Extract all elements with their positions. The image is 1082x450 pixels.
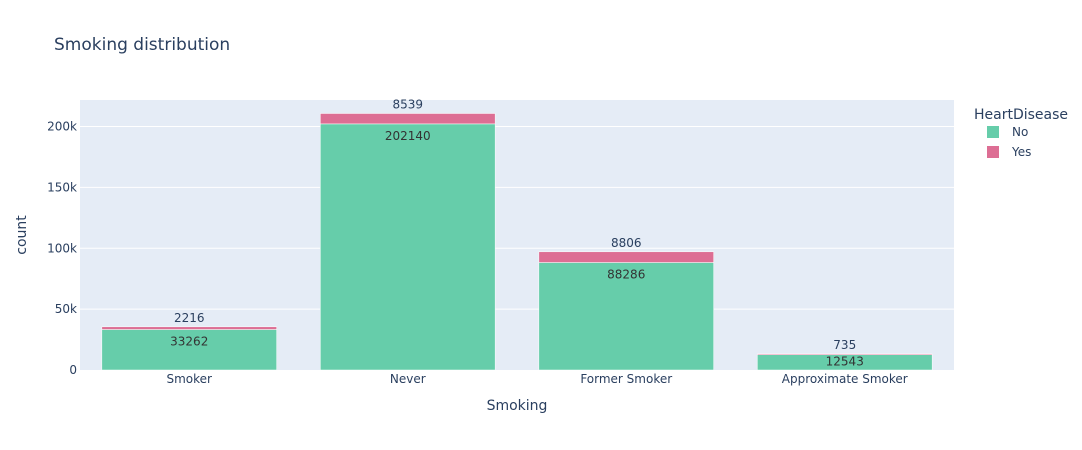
legend-title: HeartDisease <box>974 107 1068 123</box>
bar-no-smoker <box>101 329 277 371</box>
data-label-yes: 8539 <box>392 98 423 112</box>
data-labels: 33262 2216 202140 8539 88286 8806 12543 735 <box>170 98 864 369</box>
data-label-yes: 735 <box>833 338 856 352</box>
y-axis-title: count <box>14 215 30 255</box>
legend-label-no[interactable]: No <box>1012 125 1028 139</box>
legend-swatch-yes[interactable] <box>987 146 999 158</box>
x-tick-label: Approximate Smoker <box>782 372 908 386</box>
gridlines <box>80 126 954 310</box>
x-tick-label: Never <box>390 372 426 386</box>
y-tick-label: 0 <box>69 363 77 377</box>
data-label-yes: 2216 <box>174 311 205 325</box>
legend-swatch-no[interactable] <box>987 126 999 138</box>
x-axis-title: Smoking <box>487 398 548 414</box>
y-tick-label: 200k <box>47 120 77 134</box>
chart-title: Smoking distribution <box>54 35 230 55</box>
y-axis-ticks: 0 50k 100k 150k 200k <box>47 120 77 377</box>
legend: HeartDisease No Yes <box>974 107 1068 159</box>
bar-yes-smoker <box>101 326 277 330</box>
data-label-yes: 8806 <box>611 236 642 250</box>
plot-background <box>80 100 954 370</box>
data-label-no: 12543 <box>826 354 864 368</box>
y-tick-label: 50k <box>55 302 77 316</box>
x-axis-ticks: Smoker Never Former Smoker Approximate Smok… <box>167 372 908 386</box>
y-tick-label: 150k <box>47 180 77 194</box>
x-tick-label: Smoker <box>167 372 213 386</box>
y-tick-label: 100k <box>47 241 77 255</box>
x-tick-label: Former Smoker <box>580 372 672 386</box>
bar-no-never <box>320 123 496 371</box>
data-label-no: 33262 <box>170 335 208 349</box>
data-label-no: 88286 <box>607 268 645 282</box>
bar-yes-approximate-smoker <box>757 353 933 355</box>
bar-yes-former-smoker <box>538 251 714 263</box>
bars <box>101 113 933 371</box>
bar-yes-never <box>320 113 496 125</box>
data-label-no: 202140 <box>385 129 431 143</box>
legend-label-yes[interactable]: Yes <box>1011 145 1031 159</box>
